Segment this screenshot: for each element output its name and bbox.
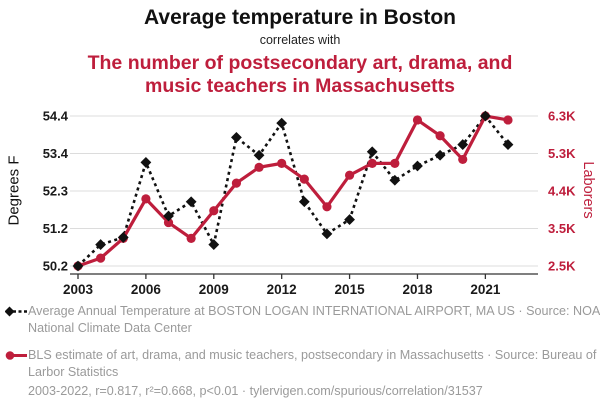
teachers-marker — [412, 115, 423, 125]
x-tick-label: 2018 — [402, 282, 433, 297]
secondary-title: The number of postsecondary art, drama, … — [87, 52, 513, 97]
temperature-marker — [253, 149, 265, 161]
temperature-legend-marker-icon — [5, 306, 27, 317]
y-tick-label-left: 52.3 — [43, 184, 68, 199]
teachers-marker — [209, 206, 219, 216]
teachers-marker — [163, 217, 174, 228]
y-tick-label-right: 5.3K — [548, 146, 576, 161]
y-tick-label-right: 4.4K — [548, 184, 576, 199]
teachers-marker — [435, 131, 445, 141]
teachers-marker — [96, 253, 106, 263]
teachers-marker — [367, 158, 377, 168]
temperature-marker — [434, 149, 446, 161]
temperature-line — [77, 113, 510, 267]
temperature-marker — [72, 260, 84, 272]
teachers-marker — [186, 233, 196, 243]
temperature-marker — [344, 214, 355, 225]
temperature-marker — [321, 228, 333, 240]
legend-item-teachers: BLS estimate of art, drama, and music te… — [5, 347, 600, 381]
teachers-marker — [458, 154, 468, 165]
temperature-marker — [479, 110, 491, 122]
legend-item-temperature: Average Annual Temperature at BOSTON LOG… — [5, 303, 600, 337]
temperature-marker — [298, 196, 310, 208]
y-tick-label-right: 3.5K — [548, 221, 576, 236]
temperature-marker — [185, 196, 197, 208]
teachers-marker — [141, 194, 151, 204]
y-tick-label-right: 6.3K — [548, 109, 576, 124]
teachers-marker — [277, 158, 287, 168]
y-tick-label-left: 50.2 — [43, 259, 68, 274]
temperature-marker — [412, 160, 423, 172]
x-tick-label: 2012 — [267, 282, 297, 297]
x-tick-label: 2015 — [335, 282, 366, 297]
temperature-marker — [457, 139, 469, 150]
teachers-marker — [344, 170, 355, 180]
temperature-marker — [389, 174, 401, 186]
x-tick-label: 2006 — [131, 282, 162, 297]
page-title: Average temperature in Boston — [144, 6, 456, 29]
teachers-marker — [503, 115, 513, 125]
correlates-with-label: correlates with — [259, 33, 341, 47]
y-tick-label-left: 54.4 — [43, 109, 69, 124]
line-chart: 54.4 6.3K 53.4 5.3K 52.3 4.4K 51.2 3.5K 50.2 2.5K… — [43, 109, 576, 298]
x-tick-label: 2021 — [470, 282, 501, 297]
temperature-marker — [231, 132, 242, 143]
teachers-marker — [254, 162, 264, 172]
y-tick-label-right: 2.5K — [548, 259, 576, 274]
x-tick-label: 2009 — [199, 282, 229, 297]
y-tick-label-left: 51.2 — [43, 221, 68, 236]
teachers-marker — [231, 178, 242, 188]
temperature-marker — [95, 239, 107, 250]
temperature-marker — [208, 239, 220, 250]
teachers-marker — [299, 174, 309, 184]
temperature-marker — [163, 210, 174, 222]
temperature-marker — [366, 146, 378, 158]
teachers-marker — [322, 202, 332, 212]
legend-item-teachers-text: BLS estimate of art, drama, and music te… — [28, 348, 597, 379]
teachers-marker — [390, 158, 400, 168]
x-tick-label: 2003 — [63, 282, 94, 297]
stats-footer: 2003-2022, r=0.817, r²=0.668, p<0.01 · t… — [28, 384, 483, 398]
legend-item-temperature-text: Average Annual Temperature at BOSTON LOG… — [28, 304, 600, 335]
teachers-legend-marker-icon — [5, 351, 27, 360]
y-tick-label-left: 53.4 — [43, 146, 69, 161]
temperature-marker — [140, 157, 152, 168]
temperature-marker — [276, 117, 288, 129]
temperature-marker — [502, 139, 514, 150]
temperature-marker — [117, 232, 129, 243]
